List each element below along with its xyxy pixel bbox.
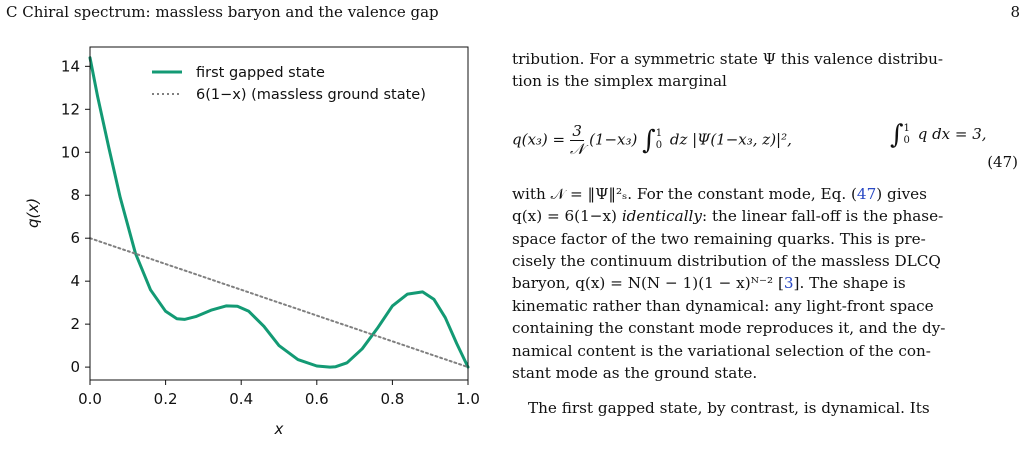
y-tick-label: 2 [70, 315, 80, 333]
eq-fraction: 3 𝒩 [569, 122, 585, 158]
y-tick-label: 12 [61, 100, 80, 118]
x-tick-label: 0.8 [380, 390, 404, 408]
x-tick-label: 0.6 [305, 390, 329, 408]
eq-factor: (1−x₃) [589, 130, 638, 149]
eq-numerator: 3 [569, 122, 585, 141]
text-line: stant mode as the ground state. [512, 364, 758, 383]
text-line: namical content is the variational selec… [512, 341, 931, 360]
y-tick-label: 10 [61, 143, 80, 161]
text-line: ]. The shape is [793, 274, 906, 293]
valence-distribution-chart: 0.0 0.2 0.4 0.6 0.8 1.0 0 2 4 6 8 10 12 14 x q(x) fir… [24, 46, 480, 438]
int-lower: 0 [903, 134, 910, 146]
text-line: ) gives [876, 184, 927, 203]
y-tick-label: 4 [70, 272, 80, 290]
int-upper: 1 [655, 128, 663, 140]
int-lower: 0 [655, 140, 663, 152]
text-line: tion is the simplex marginal [512, 72, 727, 91]
series-line-first-gapped [88, 56, 470, 369]
text-line: kinematic rather than dynamical: any lig… [512, 296, 934, 315]
integral-sign: ∫ [890, 119, 904, 150]
paragraph-2: with 𝒩 = ‖Ψ‖²ₛ. For the constant mode, E… [512, 183, 1018, 385]
eq-lhs: q(x₃) = [512, 130, 566, 149]
body-text-column: tribution. For a symmetric state Ψ this … [512, 48, 1018, 420]
equation-47: q(x₃) = 3 𝒩 (1−x₃) ∫1 0 dz |Ψ(1−x₃, z)|²,… [512, 105, 1018, 179]
equation-main: q(x₃) = 3 𝒩 (1−x₃) ∫1 0 dz |Ψ(1−x₃, z)|², [512, 122, 792, 158]
x-tick-label: 0.4 [229, 390, 253, 408]
series-line-ground-state [89, 237, 469, 369]
page-header: C Chiral spectrum: massless baryon and t… [6, 3, 1020, 25]
text-line: baryon, q(x) = N(N − 1)(1 − x)ᴺ⁻² [ [512, 274, 784, 293]
equation-number: (47) [987, 152, 1018, 171]
x-tick-label: 1.0 [456, 390, 480, 408]
paragraph-3: The first gapped state, by contrast, is … [512, 397, 1018, 419]
legend-label: first gapped state [196, 65, 325, 81]
eq-integrand: dz |Ψ(1−x₃, z)|², [669, 130, 792, 149]
text-line: cisely the continuum distribution of the… [512, 252, 941, 271]
legend-label: 6(1−x) (massless ground state) [196, 87, 426, 103]
text-line: with 𝒩 = ‖Ψ‖²ₛ. For the constant mode, E… [512, 184, 857, 203]
text-line: containing the constant mode reproduces … [512, 319, 946, 338]
chart-legend: first gapped state 6(1−x) (massless groun… [152, 65, 426, 103]
integral-sign: ∫ [642, 125, 656, 156]
text-line: q(x) = 6(1−x) [512, 207, 617, 226]
text-line: space factor of the two remaining quarks… [512, 229, 926, 248]
running-section-title: C Chiral spectrum: massless baryon and t… [6, 3, 439, 21]
x-axis-label: x [274, 420, 284, 438]
eq-denominator: 𝒩 [569, 139, 585, 158]
plot-frame [89, 46, 469, 381]
y-tick-label: 6 [70, 229, 80, 247]
text-line: : the linear fall-off is the phase- [702, 207, 944, 226]
citation-link[interactable]: 3 [783, 274, 794, 293]
text-line: The first gapped state, by contrast, is … [528, 399, 930, 418]
eq-normalization-body: q dx = 3, [917, 124, 987, 143]
emphasis-text: identically [621, 207, 702, 226]
int-upper: 1 [903, 122, 910, 134]
y-tick-label: 0 [70, 358, 80, 376]
x-tick-label: 0.2 [154, 390, 178, 408]
page-number: 8 [1010, 3, 1020, 21]
x-tick-label: 0.0 [78, 390, 102, 408]
equation-normalization: ∫1 0 q dx = 3, [890, 119, 987, 150]
equation-reference-link[interactable]: 47 [856, 184, 877, 203]
paragraph-1: tribution. For a symmetric state Ψ this … [512, 48, 1018, 93]
text-line: tribution. For a symmetric state Ψ this … [512, 50, 943, 68]
y-tick-label: 14 [61, 57, 80, 75]
y-tick-label: 8 [70, 186, 80, 204]
y-axis-label: q(x) [24, 198, 42, 228]
